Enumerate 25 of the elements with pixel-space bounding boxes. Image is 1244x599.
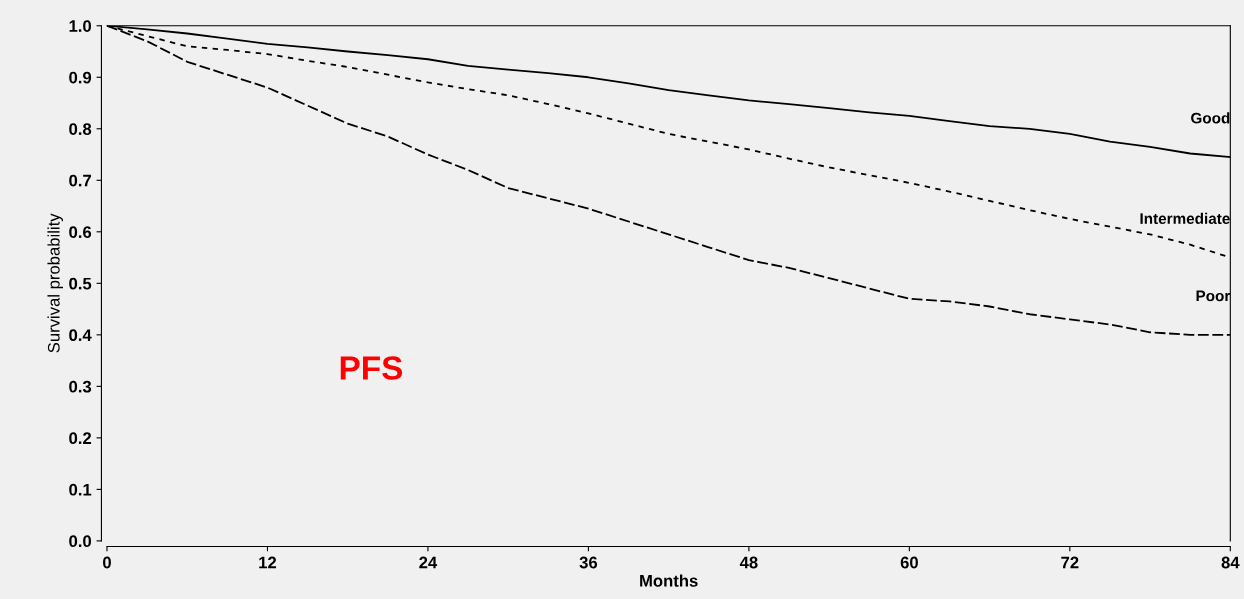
x-axis-title: Months: [640, 574, 698, 587]
y-tick-label: 0.2: [69, 432, 92, 445]
y-tick-label: 0.4: [69, 329, 92, 342]
annotation: PFS: [340, 356, 403, 380]
y-tick-label: 0.3: [69, 380, 92, 393]
x-tick-label: 24: [419, 556, 438, 569]
y-axis-title: Survival probability: [47, 213, 63, 353]
y-tick-label: 0.1: [69, 483, 92, 496]
y-tick-label: 0.9: [69, 71, 92, 84]
series-label: Good: [1191, 112, 1230, 124]
series-label: Intermediate: [1140, 212, 1230, 224]
x-tick-label: 84: [1221, 556, 1240, 569]
y-tick-label: 0.0: [69, 535, 92, 548]
y-tick-label: 1.0: [69, 20, 92, 32]
x-tick-label: 12: [259, 556, 277, 569]
x-tick-label: 36: [579, 556, 598, 569]
y-tick-label: 0.6: [69, 226, 92, 239]
y-tick-label: 0.8: [69, 123, 92, 135]
x-tick-label: 48: [739, 556, 758, 569]
x-tick-label: 72: [1061, 556, 1079, 569]
y-tick-label: 0.7: [69, 174, 91, 187]
y-tick-label: 0.5: [69, 277, 92, 290]
text: Poor: [1196, 290, 1231, 302]
x-tick-label: 60: [900, 556, 918, 569]
x-tick-label: 0: [103, 556, 111, 569]
